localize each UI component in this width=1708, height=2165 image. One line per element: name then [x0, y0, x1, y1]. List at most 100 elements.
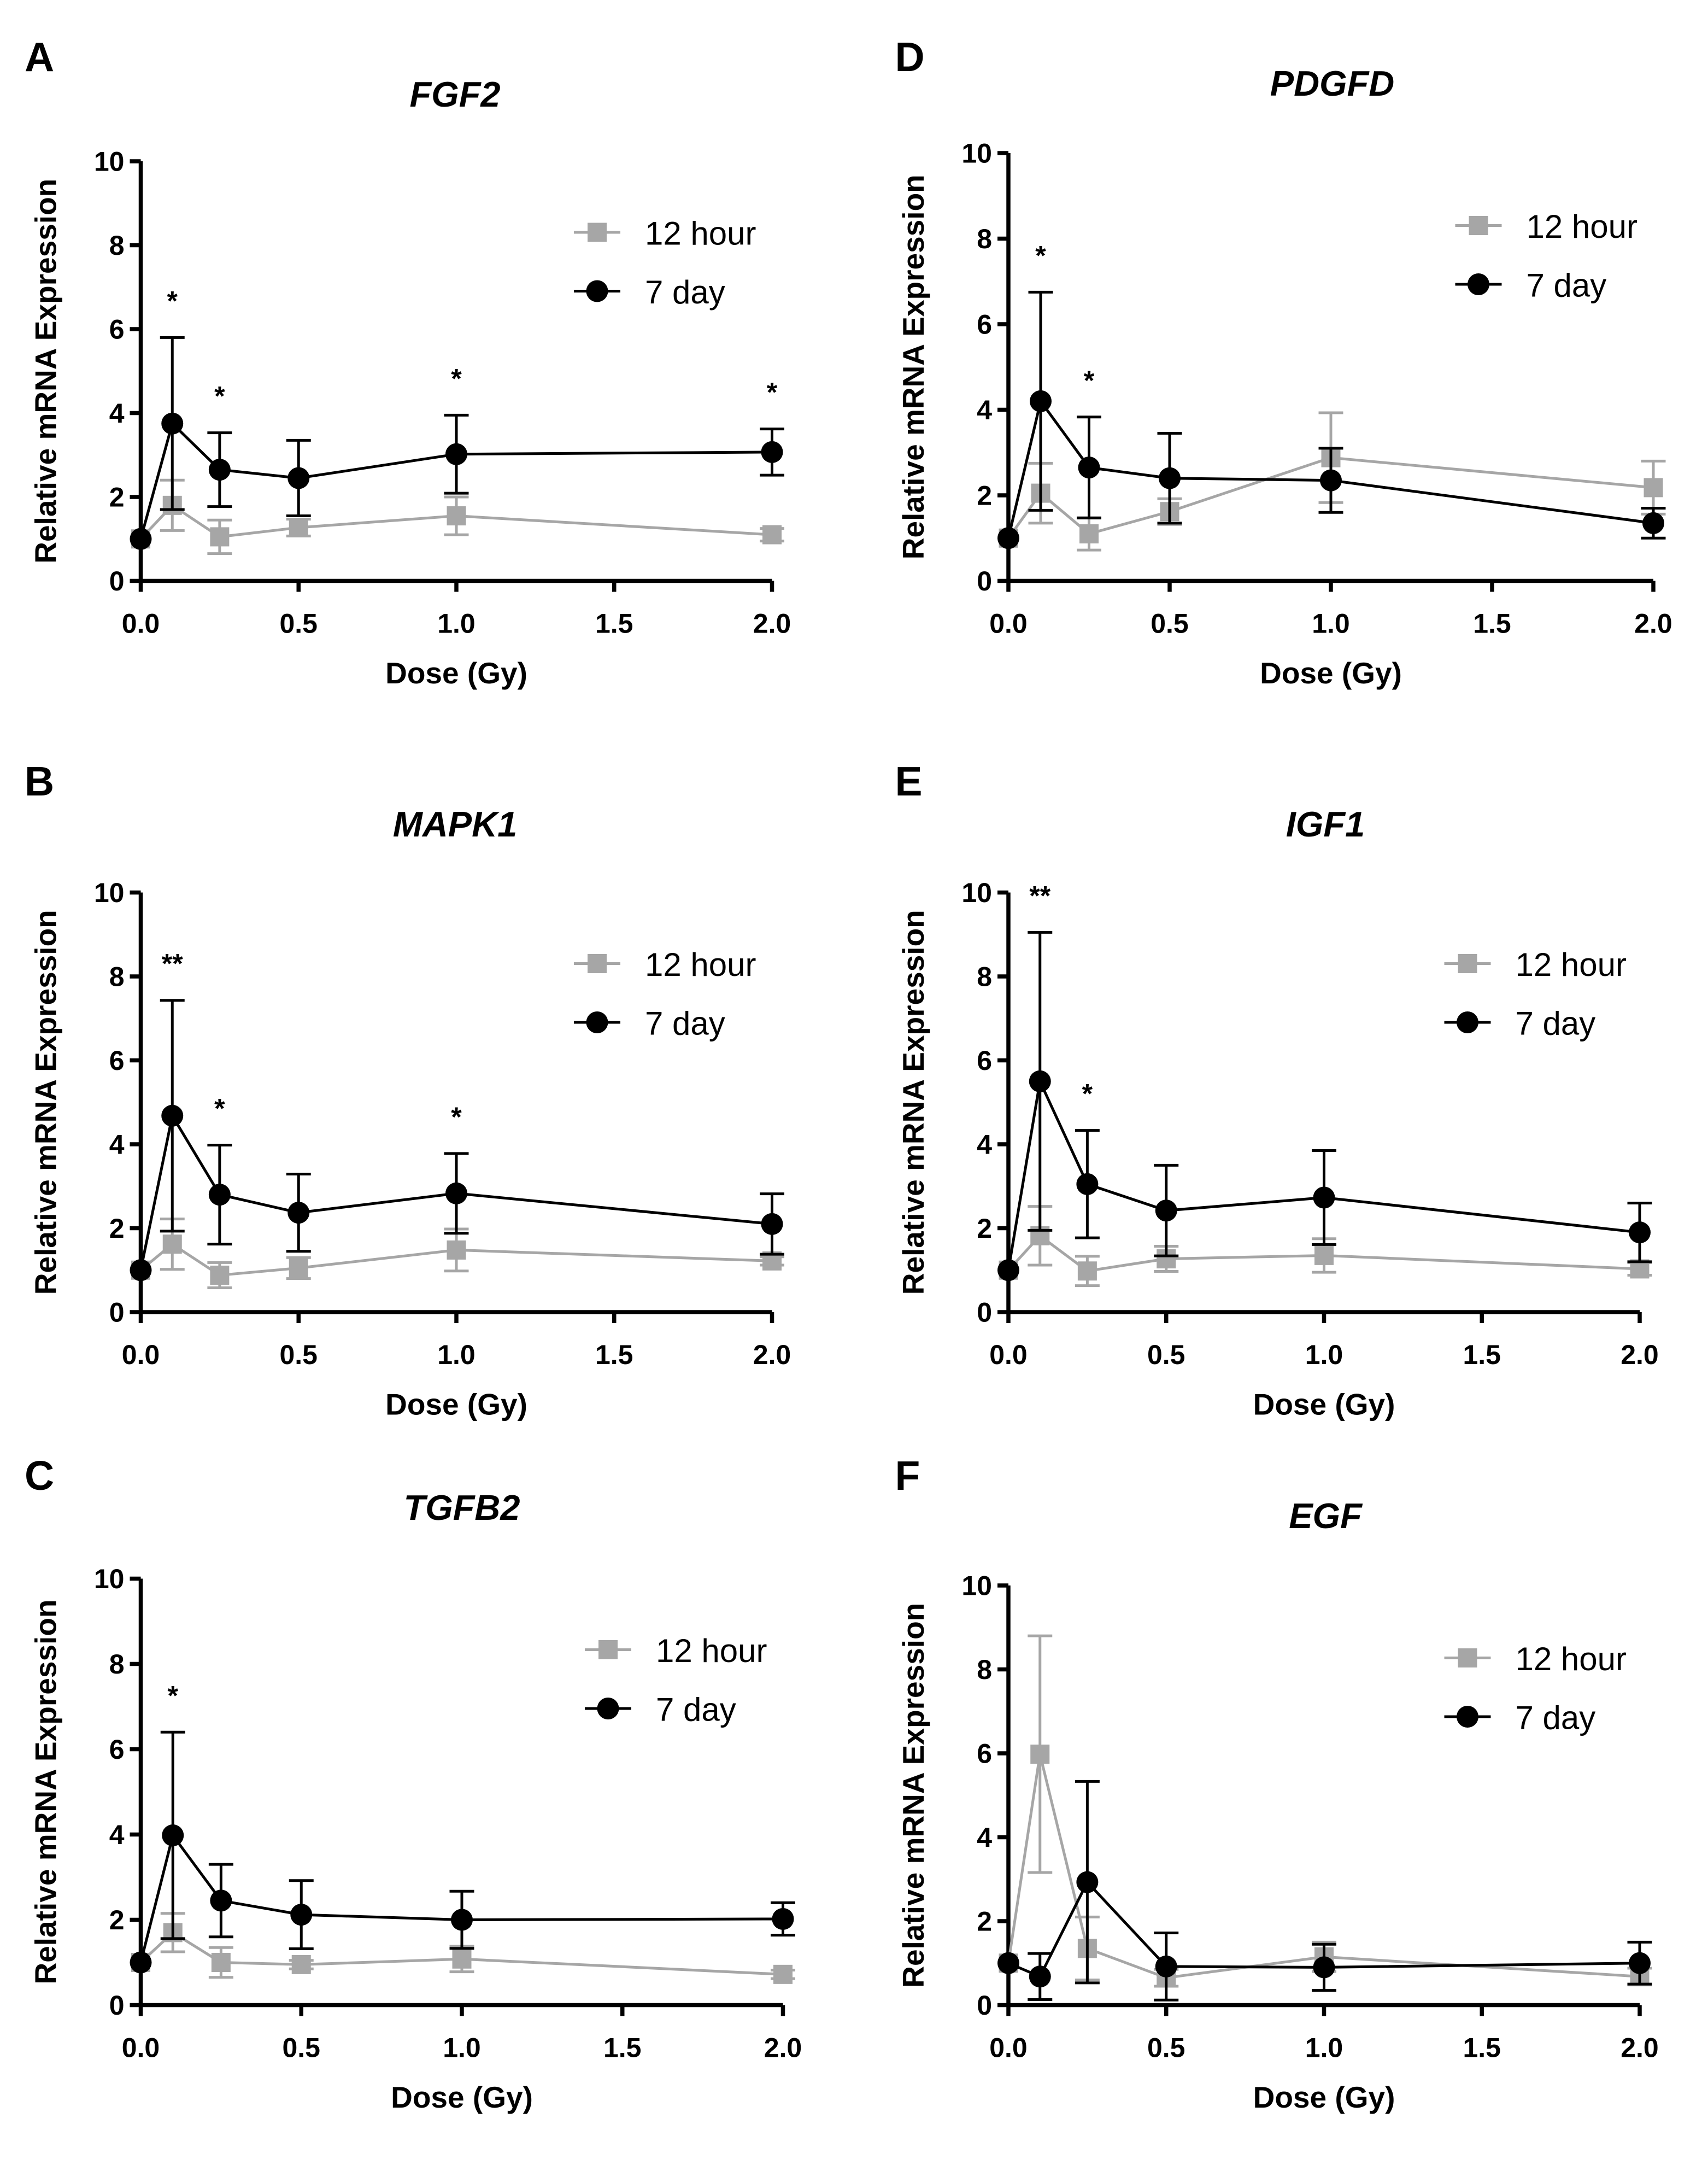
data-point [162, 1824, 184, 1847]
y-tick-label: 2 [109, 1213, 125, 1244]
y-tick-label: 8 [977, 224, 992, 254]
y-tick-label: 2 [109, 482, 125, 513]
data-point [1079, 524, 1099, 543]
legend-label: 12 hour [645, 946, 756, 983]
y-tick-label: 10 [961, 877, 992, 908]
significance-marker: * [451, 1102, 462, 1132]
y-tick-label: 8 [977, 962, 992, 992]
series-7-day [130, 1730, 795, 1974]
panel-b: B MAPK1 0 2 4 6 8 10 0.0 0.5 1.0 1.5 2.0 Dose (Gy) Rel… [25, 758, 791, 1421]
panel-letter: C [25, 1453, 54, 1499]
chart-title: IGF1 [1286, 804, 1365, 844]
panel-a: A FGF2 0 2 4 6 8 10 0.0 0.5 1.0 1.5 2.0 Dose (Gy) Rela… [25, 34, 791, 690]
y-tick-label: 0 [109, 566, 125, 596]
significance-marker: * [1084, 365, 1095, 396]
significance-marker: * [168, 1680, 179, 1711]
data-point [997, 527, 1019, 549]
y-tick-label: 6 [109, 1045, 125, 1076]
data-point [290, 1904, 313, 1926]
y-tick-label: 6 [977, 309, 992, 340]
panel-letter: A [25, 34, 54, 80]
y-tick-label: 4 [977, 1822, 992, 1853]
y-tick-label: 4 [109, 1819, 125, 1850]
significance-marker: ** [1029, 880, 1050, 911]
x-tick-label: 1.0 [443, 2033, 481, 2063]
data-point [1078, 457, 1100, 479]
legend-marker [598, 1640, 618, 1659]
significance-marker: ** [162, 949, 183, 979]
data-point [1629, 1221, 1651, 1244]
data-point [761, 441, 783, 463]
data-point [1155, 1955, 1177, 1977]
data-point [1076, 1871, 1099, 1893]
x-tick-label: 1.5 [603, 2033, 642, 2063]
y-tick-label: 4 [977, 395, 992, 425]
x-tick-label: 1.0 [1305, 1339, 1343, 1370]
y-tick-label: 6 [109, 314, 125, 345]
y-tick-label: 0 [977, 1297, 992, 1328]
significance-marker: * [1082, 1079, 1093, 1109]
series-7-day [997, 290, 1666, 549]
data-point [451, 1909, 473, 1931]
x-tick-label: 0.0 [989, 608, 1028, 639]
x-axis-label: Dose (Gy) [1260, 656, 1402, 690]
y-tick-label: 2 [109, 1905, 125, 1935]
series-7-day [130, 336, 784, 550]
legend-marker [588, 223, 607, 242]
panel-f: F EGF 0 2 4 6 8 10 0.0 0.5 1.0 1.5 2.0 Dose (Gy) Relat… [895, 1453, 1659, 2114]
data-point [1076, 1173, 1099, 1195]
x-tick-label: 0.0 [122, 2033, 160, 2063]
series-line [1007, 1076, 1640, 1271]
data-point [1155, 1199, 1177, 1222]
data-point [289, 518, 308, 537]
x-tick-label: 1.0 [1312, 608, 1350, 639]
data-point [289, 1258, 308, 1278]
significance-marker: * [767, 377, 778, 408]
data-point [210, 1889, 232, 1912]
data-point [445, 1182, 467, 1204]
y-tick-label: 4 [109, 398, 125, 429]
legend-label: 7 day [645, 1005, 725, 1042]
data-point [208, 459, 231, 481]
legend-label: 7 day [1516, 1005, 1596, 1042]
data-point [1030, 390, 1052, 412]
series-line [139, 1832, 783, 1963]
legend-label: 7 day [1527, 267, 1607, 304]
data-point [210, 527, 230, 547]
x-tick-label: 0.5 [1151, 608, 1189, 639]
legend-label: 7 day [645, 274, 725, 311]
y-tick-label: 4 [109, 1130, 125, 1160]
x-axis-label: Dose (Gy) [391, 2080, 533, 2114]
data-point [772, 1907, 794, 1930]
legend-label: 12 hour [656, 1632, 767, 1669]
x-axis-label: Dose (Gy) [1253, 1388, 1395, 1421]
x-tick-label: 0.5 [279, 608, 318, 639]
y-axis-label: Relative mRNA Expression [29, 910, 63, 1295]
panel-c: C TGFB2 0 2 4 6 8 10 0.0 0.5 1.0 1.5 2.0 Dose (Gy) Rel… [25, 1453, 802, 2114]
significance-marker: * [214, 381, 225, 412]
data-point [210, 1265, 230, 1285]
y-tick-label: 2 [977, 1906, 992, 1937]
x-axis-label: Dose (Gy) [1253, 2080, 1395, 2114]
y-axis-label: Relative mRNA Expression [29, 1599, 63, 1984]
legend-marker [1468, 273, 1489, 295]
x-tick-label: 2.0 [764, 2033, 802, 2063]
series-12-hour [131, 478, 784, 555]
legend-label: 7 day [1516, 1700, 1596, 1736]
data-point [1320, 469, 1342, 491]
legend-marker [1458, 1648, 1477, 1667]
x-tick-label: 0.0 [989, 2033, 1028, 2063]
y-tick-label: 0 [109, 1990, 125, 2021]
chart-title: TGFB2 [403, 1488, 520, 1528]
data-point [130, 1951, 152, 1974]
y-axis-label: Relative mRNA Expression [29, 179, 63, 564]
legend-label: 12 hour [1527, 208, 1638, 245]
data-point [162, 1234, 182, 1254]
x-tick-label: 2.0 [1634, 608, 1672, 639]
data-point [1159, 467, 1181, 489]
legend-label: 7 day [656, 1692, 736, 1728]
y-tick-label: 2 [977, 481, 992, 511]
x-tick-label: 0.5 [282, 2033, 320, 2063]
series-7-day [997, 1780, 1652, 2002]
x-tick-label: 0.5 [1147, 2033, 1185, 2063]
